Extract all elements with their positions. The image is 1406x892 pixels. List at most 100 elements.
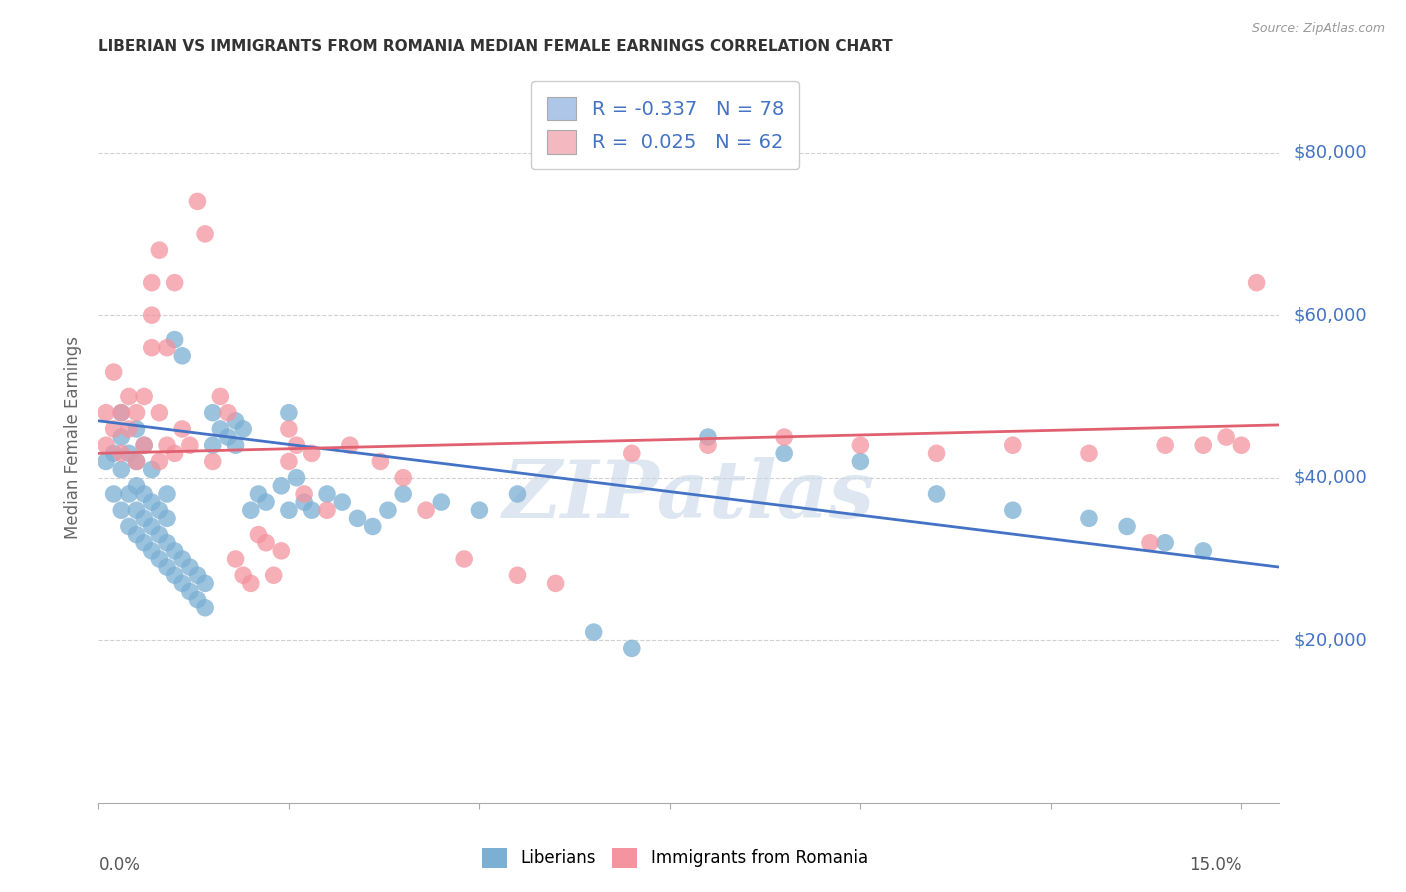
Point: [370, 454, 392, 468]
Point: [247, 527, 270, 541]
Point: [430, 495, 453, 509]
Point: [163, 333, 186, 347]
Point: [179, 584, 201, 599]
Point: [285, 471, 308, 485]
Point: [620, 446, 643, 460]
Point: [773, 446, 796, 460]
Point: [277, 454, 299, 468]
Point: [209, 389, 232, 403]
Text: 15.0%: 15.0%: [1189, 855, 1241, 873]
Point: [134, 511, 156, 525]
Point: [110, 406, 132, 420]
Point: [148, 243, 170, 257]
Point: [1078, 511, 1101, 525]
Point: [125, 479, 148, 493]
Point: [94, 438, 117, 452]
Point: [179, 560, 201, 574]
Point: [194, 227, 217, 241]
Point: [209, 422, 232, 436]
Point: [925, 446, 948, 460]
Point: [134, 438, 156, 452]
Point: [1192, 544, 1215, 558]
Point: [697, 430, 720, 444]
Point: [544, 576, 567, 591]
Point: [254, 495, 277, 509]
Point: [141, 341, 163, 355]
Point: [134, 389, 156, 403]
Point: [339, 438, 361, 452]
Point: [134, 487, 156, 501]
Point: [179, 438, 201, 452]
Point: [186, 592, 208, 607]
Point: [697, 438, 720, 452]
Point: [118, 446, 141, 460]
Point: [125, 422, 148, 436]
Point: [1001, 503, 1024, 517]
Point: [263, 568, 285, 582]
Point: [1139, 535, 1161, 549]
Point: [141, 495, 163, 509]
Point: [925, 487, 948, 501]
Point: [110, 406, 132, 420]
Point: [582, 625, 605, 640]
Point: [217, 430, 239, 444]
Point: [201, 406, 224, 420]
Text: ZIPatlas: ZIPatlas: [503, 457, 875, 534]
Point: [186, 568, 208, 582]
Point: [141, 276, 163, 290]
Text: $20,000: $20,000: [1294, 632, 1367, 649]
Point: [141, 462, 163, 476]
Point: [1154, 438, 1177, 452]
Point: [849, 438, 872, 452]
Text: LIBERIAN VS IMMIGRANTS FROM ROMANIA MEDIAN FEMALE EARNINGS CORRELATION CHART: LIBERIAN VS IMMIGRANTS FROM ROMANIA MEDI…: [98, 38, 893, 54]
Legend: R = -0.337   N = 78, R =  0.025   N = 62: R = -0.337 N = 78, R = 0.025 N = 62: [531, 81, 800, 169]
Point: [292, 495, 315, 509]
Point: [103, 487, 125, 501]
Point: [172, 552, 194, 566]
Point: [620, 641, 643, 656]
Point: [468, 503, 491, 517]
Point: [361, 519, 384, 533]
Point: [110, 446, 132, 460]
Point: [163, 568, 186, 582]
Y-axis label: Median Female Earnings: Median Female Earnings: [65, 335, 83, 539]
Point: [94, 406, 117, 420]
Point: [217, 406, 239, 420]
Point: [141, 308, 163, 322]
Point: [125, 406, 148, 420]
Text: 0.0%: 0.0%: [98, 855, 141, 873]
Text: $60,000: $60,000: [1294, 306, 1367, 324]
Point: [301, 503, 323, 517]
Point: [316, 503, 339, 517]
Point: [316, 487, 339, 501]
Point: [148, 454, 170, 468]
Point: [110, 503, 132, 517]
Point: [1192, 438, 1215, 452]
Point: [277, 422, 299, 436]
Point: [201, 454, 224, 468]
Point: [172, 422, 194, 436]
Point: [392, 471, 415, 485]
Point: [225, 438, 247, 452]
Point: [103, 365, 125, 379]
Point: [134, 438, 156, 452]
Point: [148, 552, 170, 566]
Point: [148, 406, 170, 420]
Point: [1116, 519, 1139, 533]
Point: [254, 535, 277, 549]
Point: [118, 487, 141, 501]
Point: [172, 349, 194, 363]
Point: [148, 503, 170, 517]
Point: [118, 519, 141, 533]
Point: [1154, 535, 1177, 549]
Legend: Liberians, Immigrants from Romania: Liberians, Immigrants from Romania: [475, 841, 875, 875]
Point: [156, 341, 179, 355]
Point: [125, 454, 148, 468]
Point: [125, 527, 148, 541]
Point: [103, 422, 125, 436]
Point: [156, 487, 179, 501]
Point: [1001, 438, 1024, 452]
Point: [156, 511, 179, 525]
Point: [125, 454, 148, 468]
Point: [270, 544, 292, 558]
